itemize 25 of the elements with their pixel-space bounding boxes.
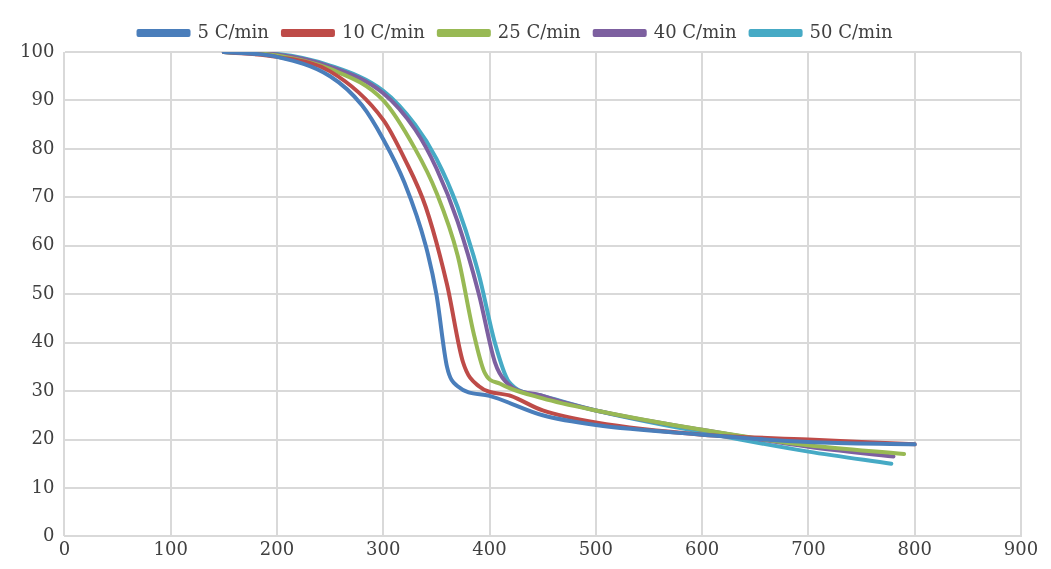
x-tick-label: 300 xyxy=(366,537,401,559)
x-tick-label: 100 xyxy=(153,537,188,559)
y-tick-label: 90 xyxy=(31,88,55,110)
y-tick-label: 20 xyxy=(31,427,55,449)
y-tick-label: 60 xyxy=(31,233,55,255)
legend-label: 10 C/min xyxy=(341,20,426,42)
legend-label: 25 C/min xyxy=(497,20,582,42)
y-tick-label: 70 xyxy=(31,184,55,206)
x-tick-label: 0 xyxy=(58,537,71,559)
legend-label: 5 C/min xyxy=(197,20,270,42)
y-tick-label: 30 xyxy=(31,378,55,400)
y-tick-label: 100 xyxy=(20,39,55,61)
x-tick-label: 800 xyxy=(897,537,932,559)
x-tick-label: 200 xyxy=(259,537,295,559)
x-tick-label: 900 xyxy=(1003,537,1039,559)
x-tick-label: 400 xyxy=(472,537,507,559)
x-tick-label: 600 xyxy=(684,537,720,559)
legend-label: 50 C/min xyxy=(809,20,893,42)
x-tick-label: 700 xyxy=(791,537,826,559)
y-tick-label: 80 xyxy=(31,136,55,158)
legend-label: 40 C/min xyxy=(653,20,737,42)
y-tick-label: 40 xyxy=(31,330,55,352)
x-tick-label: 500 xyxy=(578,537,613,559)
y-tick-label: 50 xyxy=(31,281,55,303)
y-tick-label: 10 xyxy=(31,475,55,497)
